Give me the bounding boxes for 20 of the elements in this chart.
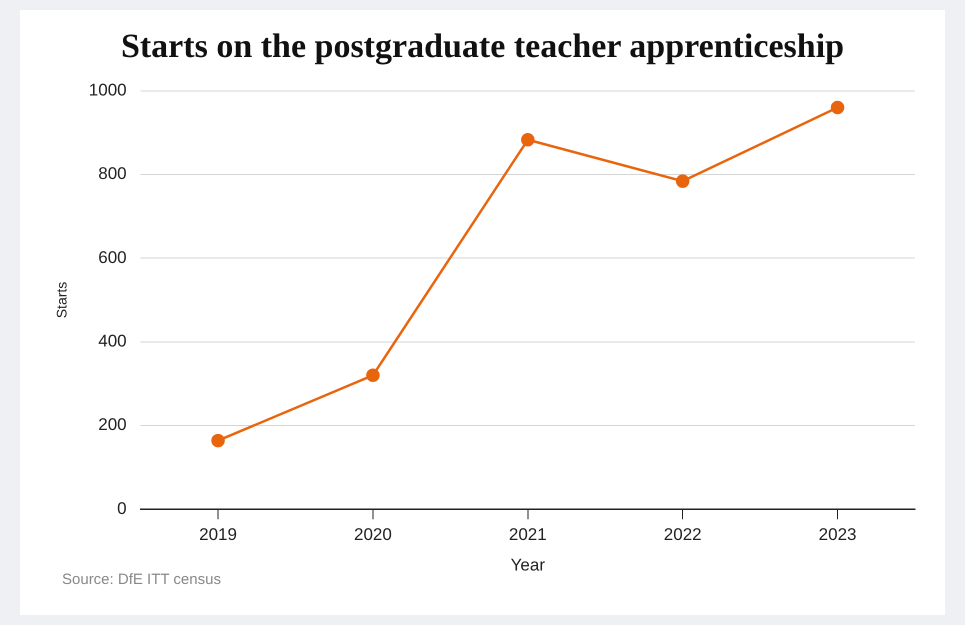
x-axis-title: Year <box>510 555 546 574</box>
chart-title: Starts on the postgraduate teacher apprenticeship <box>120 28 844 66</box>
y-tick-label: 1000 <box>88 80 127 100</box>
source-note: Source: DfE ITT census <box>62 571 221 588</box>
point <box>521 133 535 147</box>
y-tick-label: 800 <box>98 164 127 184</box>
point <box>676 174 690 188</box>
x-tick-label: 2023 <box>818 525 856 544</box>
x-tick-label: 2020 <box>354 525 392 544</box>
point <box>366 368 380 382</box>
point <box>830 100 844 114</box>
y-tick-label: 400 <box>98 332 127 351</box>
y-tick-label: 600 <box>98 248 127 267</box>
y-tick-label: 200 <box>98 415 127 434</box>
x-tick-label: 2022 <box>664 525 702 544</box>
point <box>211 434 225 448</box>
x-tick-label: 2019 <box>199 525 237 544</box>
y-axis-title: Starts <box>53 282 70 318</box>
x-tick-label: 2021 <box>508 525 547 544</box>
y-tick-label: 0 <box>117 498 127 518</box>
